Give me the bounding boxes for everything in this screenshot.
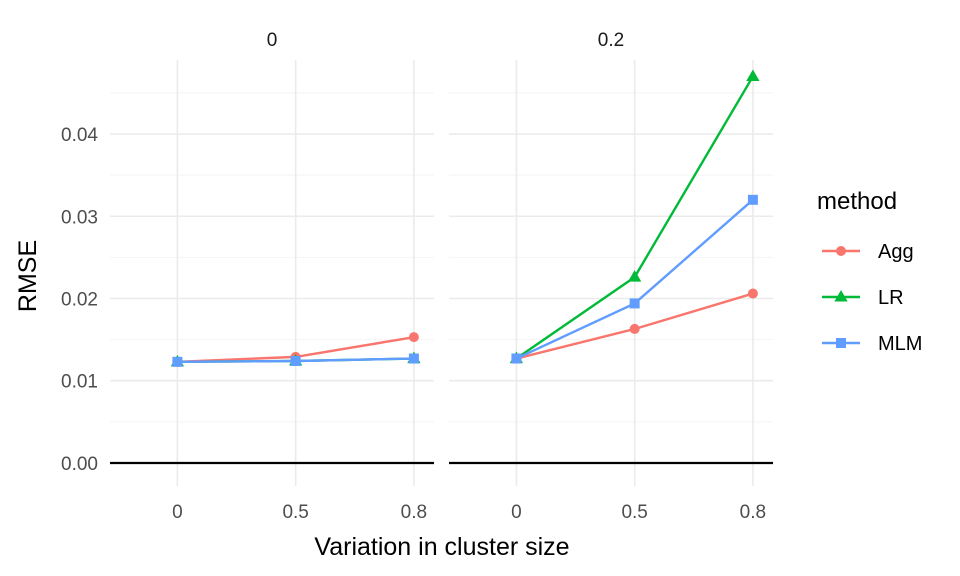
y-axis-title: RMSE bbox=[14, 240, 42, 312]
series-mlm bbox=[511, 194, 758, 364]
legend-item-agg: Agg bbox=[822, 241, 914, 263]
y-axis: 0.00 0.01 0.02 0.03 0.04 bbox=[61, 125, 98, 475]
facet-strip-label: 0.2 bbox=[598, 30, 624, 51]
y-tick-label: 0.02 bbox=[61, 289, 98, 310]
legend-label: MLM bbox=[878, 333, 922, 355]
x-tick-label: 0.8 bbox=[401, 502, 427, 523]
legend-item-mlm: MLM bbox=[822, 333, 922, 355]
x-tick-label: 0.5 bbox=[621, 502, 647, 523]
legend: method Agg LR MLM bbox=[817, 188, 922, 355]
chart-panels: 0 0 0.5 0.8 0.2 0 0.5 0.8 bbox=[110, 30, 773, 523]
x-tick-label: 0.5 bbox=[282, 502, 308, 523]
facet-strip-label: 0 bbox=[267, 30, 278, 51]
x-axis-title: Variation in cluster size bbox=[314, 533, 569, 561]
data-point-mlm bbox=[172, 356, 183, 367]
series-mlm bbox=[172, 353, 419, 367]
x-tick-label: 0 bbox=[511, 502, 522, 523]
data-point-agg bbox=[747, 288, 758, 299]
x-tick-label: 0 bbox=[172, 502, 183, 523]
legend-key-marker bbox=[834, 290, 848, 302]
legend-key-marker bbox=[836, 338, 846, 348]
y-tick-label: 0.03 bbox=[61, 207, 98, 228]
legend-title: method bbox=[817, 188, 897, 215]
data-point-mlm bbox=[747, 194, 758, 205]
facet-panel-1: 0 0 0.5 0.8 bbox=[110, 30, 434, 523]
legend-label: LR bbox=[878, 287, 904, 309]
data-point-mlm bbox=[511, 353, 522, 364]
data-point-lr bbox=[746, 69, 760, 81]
legend-label: Agg bbox=[878, 241, 914, 263]
facet-panel-2: 0.2 0 0.5 0.8 bbox=[449, 30, 773, 523]
data-point-mlm bbox=[290, 355, 301, 366]
data-point-lr bbox=[627, 270, 642, 282]
y-tick-label: 0.01 bbox=[61, 372, 98, 393]
data-point-agg bbox=[408, 332, 419, 343]
legend-key-marker bbox=[836, 246, 846, 256]
legend-item-lr: LR bbox=[822, 287, 904, 309]
data-point-mlm bbox=[408, 353, 419, 364]
y-tick-label: 0.04 bbox=[61, 125, 98, 146]
y-tick-label: 0.00 bbox=[61, 454, 98, 475]
data-point-mlm bbox=[629, 298, 640, 309]
data-point-agg bbox=[629, 323, 640, 334]
x-tick-label: 0.8 bbox=[740, 502, 766, 523]
